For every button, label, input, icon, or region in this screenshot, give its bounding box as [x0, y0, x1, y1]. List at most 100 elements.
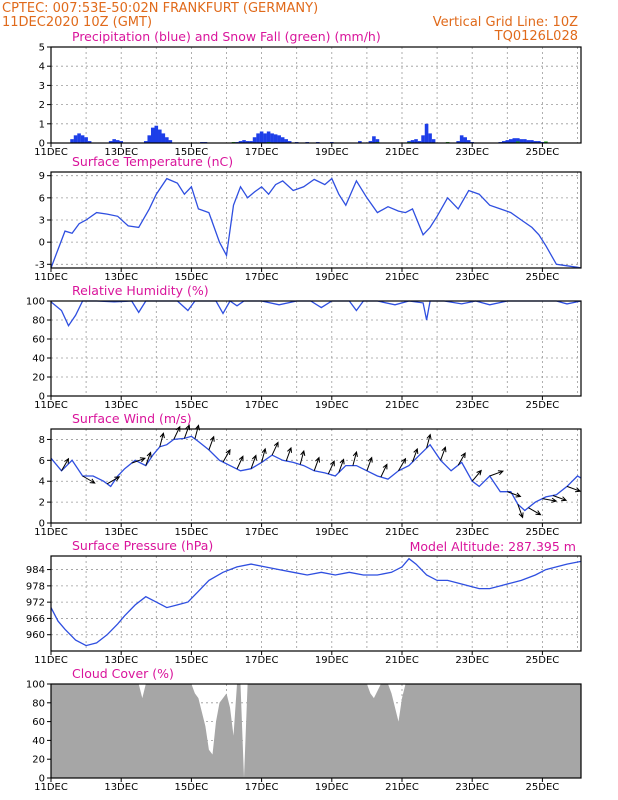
- panel-4: Surface Wind (m/s) 0 2 4 6 8 11DEC 13DEC 15DEC 17…: [34, 411, 582, 538]
- precipitation-bar: [238, 141, 243, 143]
- wind-arrow: [457, 452, 466, 466]
- precipitation-bar: [80, 135, 85, 143]
- y-tick-label: 40: [32, 736, 45, 747]
- header-station: CPTEC: 007:53E-50:02N FRANKFURT (GERMANY…: [2, 1, 318, 16]
- precipitation-bar: [150, 127, 155, 143]
- y-tick-label: 4: [39, 62, 45, 73]
- precipitation-bar: [263, 133, 267, 143]
- x-tick-label: 13DEC: [104, 655, 138, 666]
- header-grid-line: Vertical Grid Line: 10Z: [433, 15, 578, 30]
- snowfall-bar: [516, 141, 520, 143]
- x-tick-label: 21DEC: [385, 272, 419, 283]
- model-altitude: Model Altitude: 287.395 m: [410, 539, 576, 554]
- precipitation-bar: [252, 137, 257, 143]
- y-tick-label: 2: [39, 498, 45, 509]
- precipitation-bar: [154, 125, 159, 143]
- x-tick-label: 15DEC: [175, 147, 209, 158]
- wind-arrow: [552, 495, 568, 502]
- y-tick-label: 0: [39, 139, 45, 150]
- wind-arrow: [398, 457, 407, 472]
- x-tick-label: 19DEC: [315, 272, 349, 283]
- precipitation-bar: [280, 137, 285, 143]
- wind-arrow: [327, 460, 335, 475]
- x-tick-label: 25DEC: [526, 527, 560, 538]
- precipitation-bar: [431, 139, 436, 143]
- precipitation-bar: [112, 139, 116, 143]
- precipitation-bar: [256, 133, 260, 143]
- precipitation-bar: [165, 137, 169, 143]
- x-tick-label: 15DEC: [175, 655, 209, 666]
- x-tick-label: 13DEC: [104, 147, 138, 158]
- precipitation-bar: [77, 133, 81, 143]
- x-tick-label: 17DEC: [245, 527, 279, 538]
- wind-arrow: [542, 497, 558, 503]
- x-tick-label: 11DEC: [34, 147, 68, 158]
- y-tick-label: 1: [39, 119, 45, 130]
- precipitation-bar: [428, 133, 432, 143]
- precipitation-bar: [501, 141, 506, 143]
- x-tick-label: 11DEC: [34, 655, 68, 666]
- precipitation-bar: [358, 141, 362, 143]
- x-tick-label: 13DEC: [104, 400, 138, 411]
- x-tick-label: 11DEC: [34, 272, 68, 283]
- wind-arrow: [285, 446, 292, 462]
- precipitation-bar: [287, 141, 292, 143]
- wind-arrow: [250, 454, 257, 469]
- x-tick-label: 25DEC: [526, 147, 560, 158]
- header-date: 11DEC2020 10Z (GMT): [2, 15, 152, 30]
- y-tick-label: 20: [32, 373, 45, 384]
- y-tick-label: 6: [39, 456, 45, 467]
- precipitation-bar: [530, 140, 534, 143]
- x-tick-label: 19DEC: [315, 400, 349, 411]
- y-tick-label: 966: [26, 614, 45, 625]
- precipitation-bar: [537, 141, 541, 143]
- panel-frame: [50, 683, 582, 779]
- x-tick-label: 17DEC: [245, 147, 279, 158]
- x-tick-label: 19DEC: [315, 147, 349, 158]
- precipitation-bar: [84, 137, 88, 143]
- y-tick-label: 984: [26, 565, 45, 576]
- x-tick-label: 11DEC: [34, 527, 68, 538]
- wind-arrow: [271, 441, 279, 456]
- precipitation-bar: [70, 139, 74, 143]
- panel-title: Surface Wind (m/s): [72, 411, 192, 426]
- y-tick-label: 978: [26, 581, 45, 592]
- y-tick-label: 0: [39, 238, 45, 249]
- precipitation-bar: [284, 139, 288, 143]
- x-tick-label: 23DEC: [455, 147, 489, 158]
- precipitation-bar: [119, 141, 123, 143]
- series-line: [50, 177, 582, 269]
- wind-arrow: [106, 476, 121, 485]
- precipitation-bar: [523, 139, 527, 143]
- wind-arrow: [338, 458, 345, 473]
- precipitation-bar: [424, 123, 429, 143]
- wind-arrow: [471, 469, 482, 482]
- x-tick-label: 21DEC: [385, 147, 419, 158]
- panel-title: Precipitation (blue) and Snow Fall (gree…: [72, 29, 381, 44]
- wind-arrow: [380, 463, 388, 478]
- wind-arrow: [194, 424, 200, 440]
- x-tick-label: 19DEC: [315, 655, 349, 666]
- wind-arrow: [517, 504, 524, 519]
- precipitation-bar: [245, 141, 250, 143]
- wind-arrow: [208, 435, 215, 451]
- precipitation-bar: [512, 138, 517, 143]
- y-tick-label: 60: [32, 335, 45, 346]
- precipitation-bar: [108, 141, 113, 143]
- panel-title: Relative Humidity (%): [72, 283, 209, 298]
- x-tick-label: 17DEC: [245, 655, 279, 666]
- wind-arrow: [489, 470, 504, 477]
- precipitation-bar: [242, 140, 246, 143]
- precipitation-bar: [526, 140, 531, 143]
- precipitation-bar: [372, 136, 376, 143]
- panel-title: Surface Pressure (hPa): [72, 538, 213, 553]
- y-tick-label: 9: [39, 171, 45, 182]
- wind-arrow: [131, 457, 146, 464]
- panel-frame: [50, 428, 582, 524]
- precipitation-bar: [466, 140, 471, 143]
- precipitation-bar: [273, 134, 278, 143]
- x-tick-label: 25DEC: [526, 655, 560, 666]
- wind-arrow: [299, 449, 306, 465]
- wind-arrow: [507, 491, 522, 498]
- y-tick-label: 972: [26, 598, 45, 609]
